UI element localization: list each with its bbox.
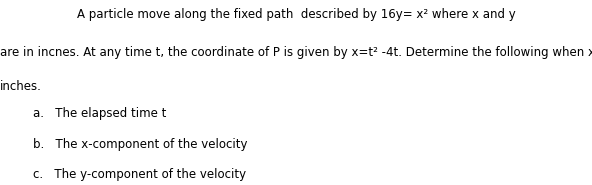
- Text: A particle move along the fixed path  described by 16y= x² where x and y: A particle move along the fixed path des…: [76, 8, 516, 21]
- Text: inches.: inches.: [0, 80, 42, 93]
- Text: b.   The x-component of the velocity: b. The x-component of the velocity: [33, 138, 247, 151]
- Text: c.   The y-component of the velocity: c. The y-component of the velocity: [33, 168, 246, 181]
- Text: are in incnes. At any time t, the coordinate of P is given by x=t² -4t. Determin: are in incnes. At any time t, the coordi…: [0, 46, 592, 59]
- Text: a.   The elapsed time t: a. The elapsed time t: [33, 107, 166, 120]
